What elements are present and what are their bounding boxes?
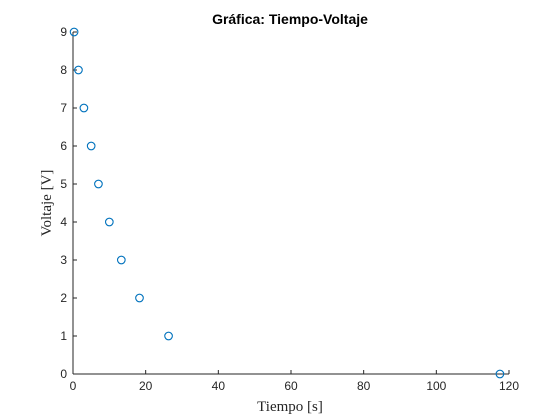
data-point [79,103,89,113]
x-tick-label: 40 [212,379,226,393]
data-point [116,255,126,265]
data-point [495,369,505,379]
x-tick-label: 120 [499,379,519,393]
data-point [135,293,144,303]
x-tick-label: 100 [426,379,446,393]
y-axis-label: Voltaje [V] [39,170,55,237]
y-tick-label: 3 [60,253,67,267]
y-tick-label: 2 [60,291,67,305]
chart-title: Gráfica: Tiempo-Voltaje [212,11,368,27]
x-tick-label: 60 [284,379,298,393]
y-tick-label: 4 [60,215,67,229]
x-tick-label: 0 [70,379,77,393]
x-tick-label: 80 [357,379,371,393]
y-tick-label: 5 [60,177,67,191]
x-tick-label: 20 [139,379,153,393]
y-tick-label: 0 [60,367,67,381]
data-point [86,141,96,151]
y-tick-label: 9 [60,25,67,39]
axes: 0 20 40 60 80 100 120 0 1 2 3 4 5 6 7 8 9 [60,25,519,393]
y-tick-label: 1 [60,329,67,343]
y-tick-label: 6 [60,139,67,153]
data-point [94,179,103,189]
x-axis-label: Tiempo [s] [257,399,323,415]
y-tick-label: 8 [60,63,67,77]
data-point [69,27,79,37]
data-point [74,65,83,75]
data-point [164,331,173,341]
data-points [69,27,505,379]
y-tick-label: 7 [60,101,67,115]
data-point [104,217,114,227]
